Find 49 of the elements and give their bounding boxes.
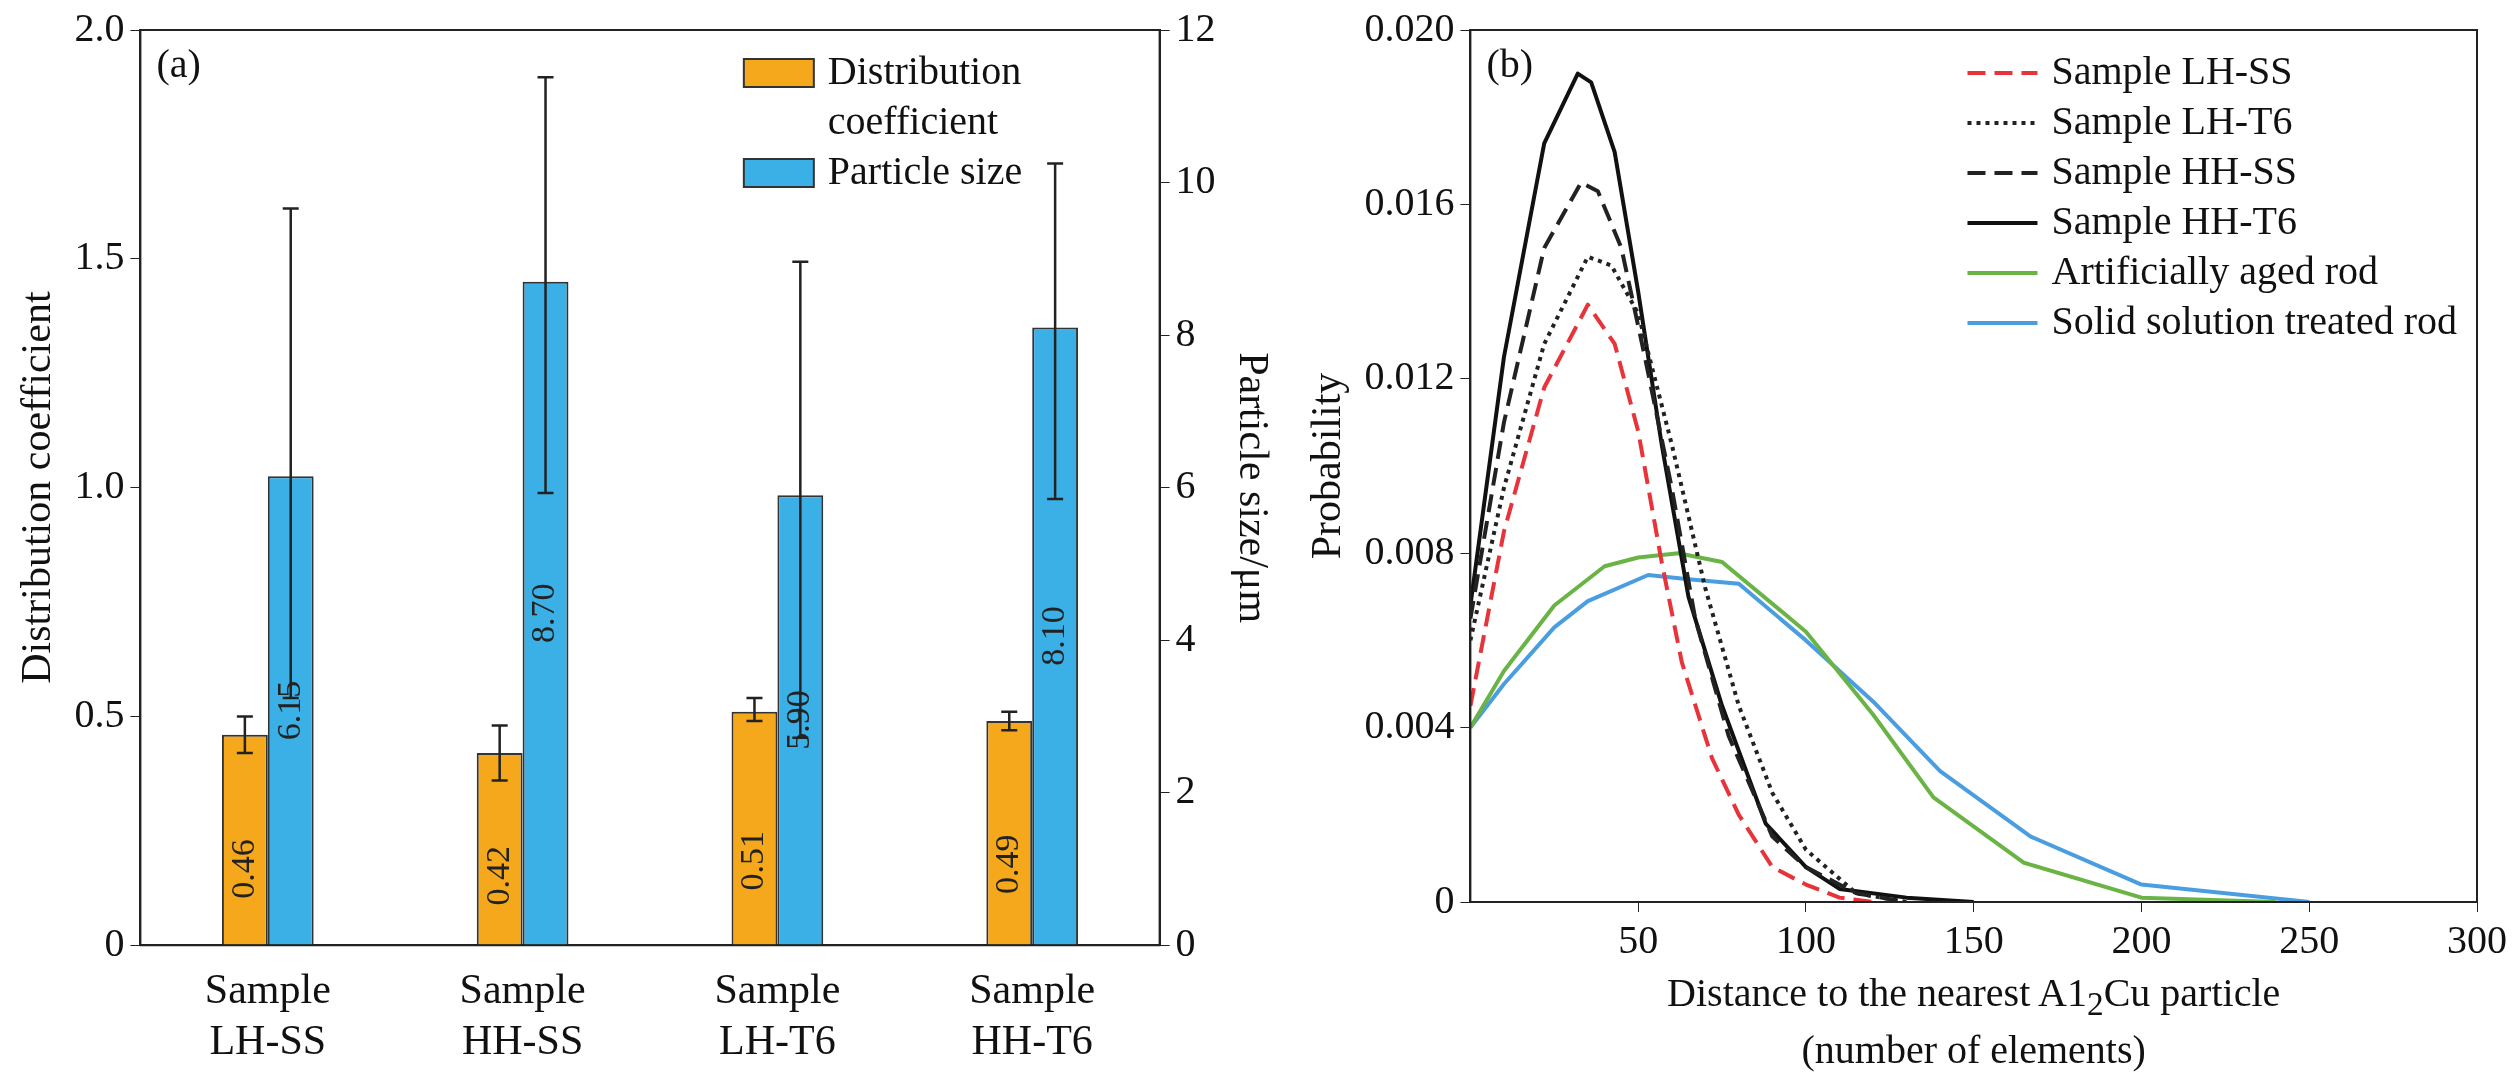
legend-label: Artificially aged rod [2051,247,2379,293]
x-tick-label: 250 [2279,916,2340,962]
y-tick-label: 0.020 [1364,4,1455,50]
y2-tick-label: 4 [1175,614,1196,660]
y-tick-label: 0.5 [74,690,125,736]
y2-tick-label: 8 [1175,309,1196,355]
data-label: 0.46 [223,839,261,899]
y-axis-title: Distribution coefficient [13,291,60,684]
y2-tick-label: 6 [1175,462,1196,508]
annotation: (b) [1486,40,1534,86]
y-tick-label: 2.0 [74,4,125,50]
x-tick-label: 50 [1618,916,1659,962]
x-axis-title: Distance to the nearest A1$_{2}$Cu particle (number of elements) [1666,970,2282,1073]
y-tick-label: 0.012 [1364,353,1455,399]
y2-tick-label: 10 [1175,157,1216,203]
y-axis-title: Probability [1303,372,1350,560]
y-tick-label: 0.004 [1364,702,1455,748]
legend-label: Sample LH-SS [2051,47,2293,93]
annotation: (a) [156,40,201,86]
data-label: 6.15 [269,680,307,741]
y2-axis-title: Particle size/μm [1230,352,1277,624]
y-tick-label: 0.008 [1364,527,1455,573]
data-label: 0.49 [988,834,1026,894]
y-tick-label: 1.5 [74,233,125,279]
x-tick-label: 300 [2447,916,2507,962]
x-tick-label: 100 [1775,916,1836,962]
y2-tick-label: 12 [1175,4,1216,50]
x-tick-label: Sample LH-T6 [714,966,841,1063]
y-tick-label: 0.016 [1364,178,1455,224]
data-label: 8.10 [1034,606,1072,666]
x-tick-label: 150 [1943,916,2004,962]
y-tick-label: 1.0 [74,462,125,508]
legend-label: Particle size [827,147,1023,193]
legend-label: Sample HH-SS [2051,147,2298,193]
legend-label: Sample LH-T6 [2051,97,2293,143]
y2-tick-label: 0 [1175,919,1196,965]
y-tick-label: 0 [104,919,125,965]
data-label: 0.42 [478,845,516,906]
legend-label: Solid solution treated rod [2051,297,2458,343]
y2-tick-label: 2 [1175,767,1196,813]
x-tick-label: 200 [2111,916,2172,962]
y-tick-label: 0 [1434,876,1455,922]
legend-label: Distribution coefficient [827,47,1022,143]
legend-label: Sample HH-T6 [2051,197,2298,243]
data-label: 0.51 [733,831,771,891]
x-tick-label: Sample HH-T6 [969,966,1096,1063]
x-tick-label: Sample LH-SS [204,966,331,1063]
data-label: 8.70 [524,583,562,643]
x-tick-label: Sample HH-SS [459,966,586,1063]
